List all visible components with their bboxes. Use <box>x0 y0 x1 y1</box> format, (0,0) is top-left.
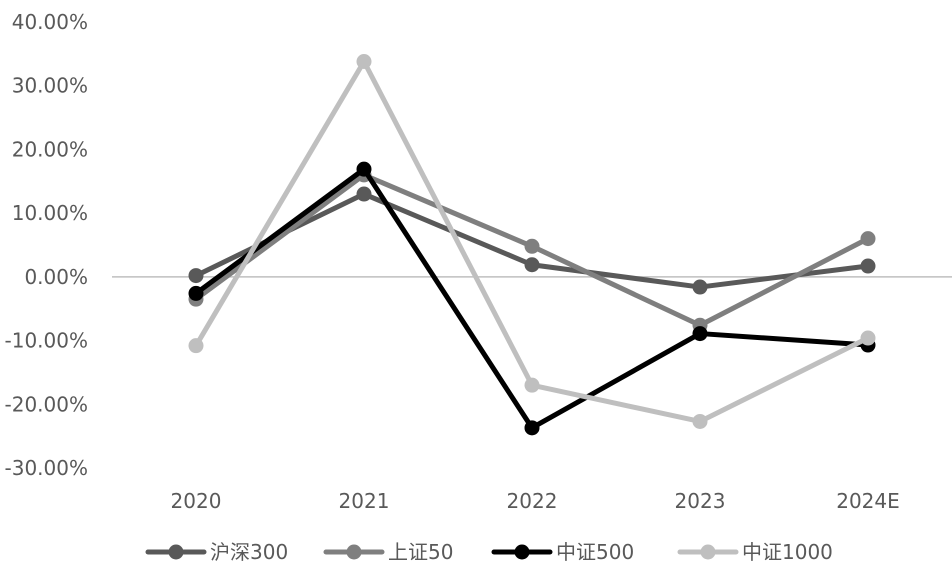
data-point <box>356 54 372 70</box>
series-layer <box>188 54 876 436</box>
series-group <box>188 167 876 333</box>
data-point <box>188 268 204 284</box>
legend-swatch-marker <box>346 544 362 560</box>
series-group <box>188 54 876 429</box>
y-tick-label: 20.00% <box>12 137 88 161</box>
data-point <box>356 161 372 177</box>
legend-item: 沪深300 <box>145 540 288 564</box>
y-tick-label: 40.00% <box>12 10 88 34</box>
x-tick-label: 2021 <box>339 489 390 513</box>
series-group <box>188 186 876 295</box>
data-point <box>692 326 708 342</box>
legend-item: 上证50 <box>323 540 453 564</box>
legend-label: 上证50 <box>388 540 453 564</box>
legend-item: 中证1000 <box>677 540 833 564</box>
data-point <box>692 413 708 429</box>
legend: 沪深300 上证50 中证500 中证1000 <box>145 540 833 564</box>
y-tick-label: -20.00% <box>5 392 88 416</box>
data-point <box>692 279 708 295</box>
legend-item: 中证500 <box>491 540 634 564</box>
legend-label: 沪深300 <box>210 540 288 564</box>
series-group <box>188 161 876 436</box>
x-axis-labels: 2020 2021 2022 2023 2024E <box>171 489 900 513</box>
data-point <box>860 258 876 274</box>
y-tick-label: 0.00% <box>24 265 88 289</box>
legend-label: 中证500 <box>556 540 634 564</box>
legend-label: 中证1000 <box>742 540 833 564</box>
data-point <box>188 285 204 301</box>
y-tick-label: 30.00% <box>12 74 88 98</box>
data-point <box>860 231 876 247</box>
y-tick-label: 10.00% <box>12 201 88 225</box>
data-point <box>524 257 540 273</box>
x-tick-label: 2020 <box>171 489 222 513</box>
data-point <box>524 420 540 436</box>
legend-swatch-marker <box>514 544 530 560</box>
x-tick-label: 2024E <box>836 489 900 513</box>
data-point <box>860 330 876 346</box>
legend-swatch-marker <box>700 544 716 560</box>
data-point <box>188 338 204 354</box>
data-point <box>524 377 540 393</box>
y-tick-label: -10.00% <box>5 329 88 353</box>
x-tick-label: 2023 <box>675 489 726 513</box>
y-tick-label: -30.00% <box>5 456 88 480</box>
legend-swatch-marker <box>168 544 184 560</box>
data-point <box>356 186 372 202</box>
data-point <box>524 238 540 254</box>
y-axis-labels: 40.00% 30.00% 20.00% 10.00% 0.00% -10.00% -20.… <box>5 10 88 480</box>
x-tick-label: 2022 <box>507 489 558 513</box>
